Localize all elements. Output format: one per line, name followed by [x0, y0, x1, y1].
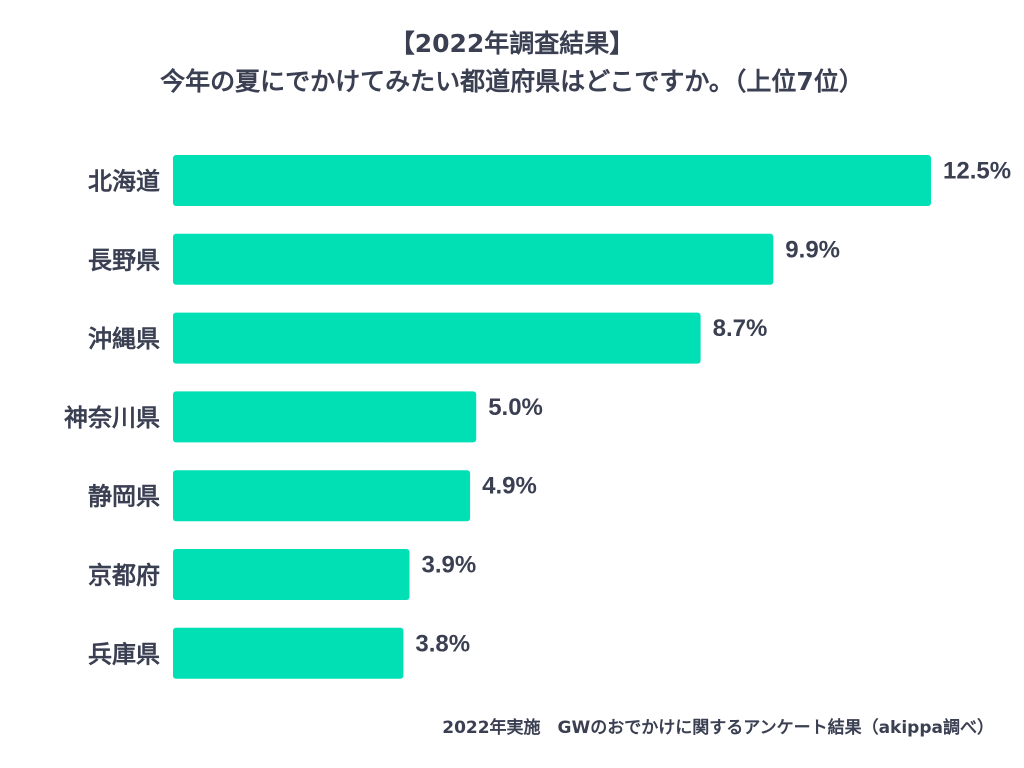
- value-label-6: 3.9%: [422, 552, 477, 579]
- bar-2: [173, 233, 774, 285]
- chart-title-line-1: 【2022年調査結果】: [389, 29, 635, 58]
- category-label-4: 神奈川県: [64, 404, 160, 432]
- value-label-3: 8.7%: [713, 315, 768, 342]
- category-label-7: 兵庫県: [88, 640, 160, 668]
- value-label-2: 9.9%: [785, 236, 840, 263]
- bar-7: [173, 627, 404, 679]
- bar-3: [173, 312, 701, 364]
- bar-5: [173, 470, 471, 522]
- bar-6: [173, 549, 410, 600]
- category-label-1: 北海道: [88, 168, 160, 196]
- category-label-6: 京都府: [88, 562, 160, 590]
- value-label-5: 4.9%: [482, 473, 537, 500]
- bar-1: [173, 155, 931, 206]
- chart-footnote: 2022年実施 GWのおでかけに関するアンケート結果（akippa調べ）: [442, 718, 994, 738]
- category-label-3: 沖縄県: [88, 325, 160, 353]
- value-label-1: 12.5%: [943, 158, 1011, 185]
- category-label-2: 長野県: [88, 246, 160, 274]
- bar-4: [173, 391, 477, 443]
- value-label-4: 5.0%: [488, 394, 543, 421]
- chart-title-line-2: 今年の夏にでかけてみたい都道府県はどこですか。（上位7位）: [160, 67, 864, 96]
- value-label-7: 3.8%: [415, 630, 470, 657]
- category-label-5: 静岡県: [88, 483, 160, 511]
